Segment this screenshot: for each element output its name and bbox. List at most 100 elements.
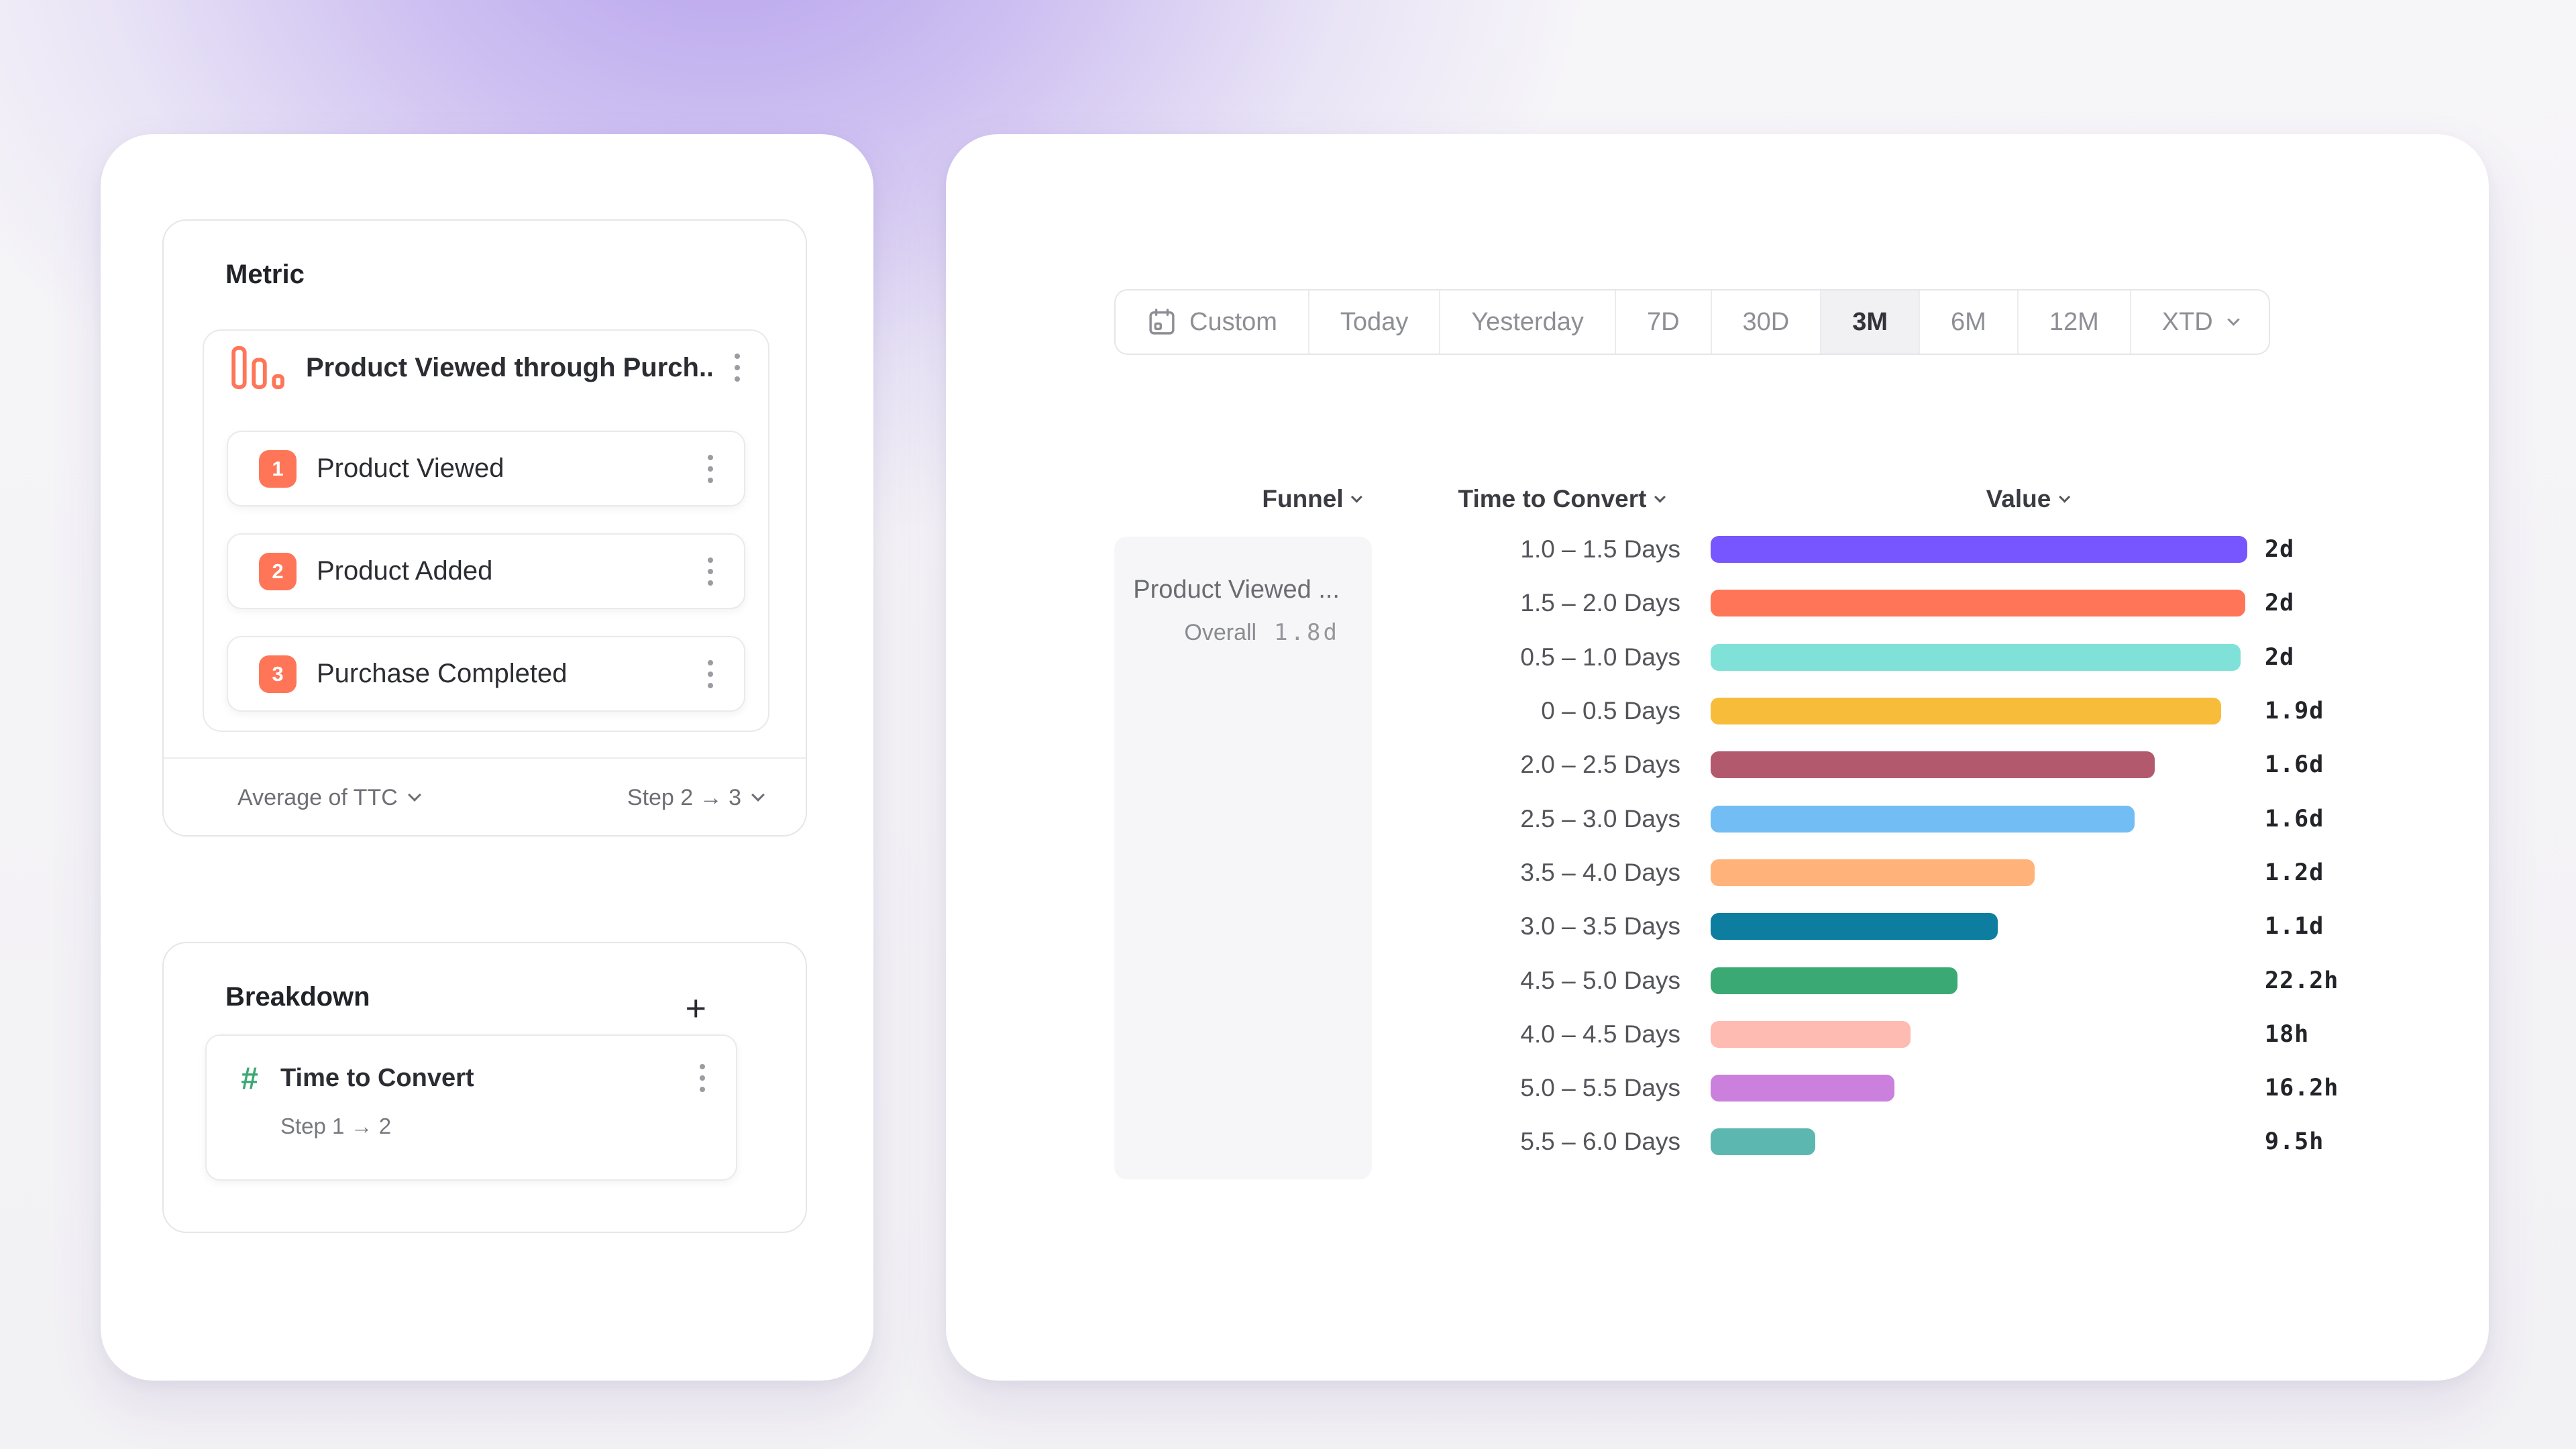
overall-label: Overall bbox=[1184, 620, 1257, 645]
bar-track bbox=[1711, 751, 2247, 779]
date-option-30d[interactable]: 30D bbox=[1710, 290, 1821, 354]
hash-icon: # bbox=[241, 1061, 258, 1095]
metric-title-row[interactable]: Product Viewed through Purch... bbox=[204, 331, 768, 405]
bar[interactable] bbox=[1711, 1128, 1815, 1156]
bar-chart: 1.0 – 1.5 Days 2d 1.5 – 2.0 Days 2d 0.5 – 1.… bbox=[946, 523, 2489, 1169]
date-option-custom[interactable]: Custom bbox=[1116, 290, 1308, 354]
bar[interactable] bbox=[1711, 536, 2247, 564]
query-builder-panel: Metric Product Viewed through Purch... 1… bbox=[101, 134, 873, 1381]
value-label: 1.6d bbox=[2265, 751, 2324, 779]
aggregation-dropdown[interactable]: Average of TTC bbox=[237, 784, 421, 811]
bar[interactable] bbox=[1711, 1020, 1911, 1048]
date-option-6m[interactable]: 6M bbox=[1919, 290, 2017, 354]
category-label: 3.5 – 4.0 Days bbox=[1520, 858, 1680, 886]
date-option-label: Today bbox=[1340, 307, 1409, 336]
chevron-down-icon bbox=[1351, 491, 1363, 503]
category-label: 2.5 – 3.0 Days bbox=[1520, 804, 1680, 833]
kebab-menu-icon[interactable] bbox=[729, 348, 745, 387]
value-label: 18h bbox=[2265, 1020, 2310, 1048]
chart-row: 4.5 – 5.0 Days 22.2h bbox=[946, 953, 2489, 1007]
date-option-3m[interactable]: 3M bbox=[1820, 290, 1919, 354]
metric-step-row[interactable]: 3 Purchase Completed bbox=[227, 636, 745, 712]
add-breakdown-button[interactable]: + bbox=[685, 988, 706, 1028]
chart-row: 0 – 0.5 Days 1.9d bbox=[946, 684, 2489, 738]
date-option-label: 12M bbox=[2049, 307, 2099, 336]
breakdown-section: Breakdown + # Time to Convert Step 1 → 2 bbox=[162, 942, 807, 1233]
column-header-value[interactable]: Value bbox=[1986, 485, 2070, 513]
breakdown-item-label: Time to Convert bbox=[280, 1063, 474, 1092]
date-option-label: XTD bbox=[2161, 307, 2213, 336]
metric-footer: Average of TTC Step 2 → 3 bbox=[164, 759, 806, 837]
metric-step-row[interactable]: 2 Product Added bbox=[227, 533, 745, 609]
step-range-dropdown[interactable]: Step 2 → 3 bbox=[627, 785, 765, 811]
kebab-menu-icon[interactable] bbox=[702, 449, 718, 488]
chart-row: 3.0 – 3.5 Days 1.1d bbox=[946, 900, 2489, 953]
bar[interactable] bbox=[1711, 967, 1957, 994]
breakdown-item[interactable]: # Time to Convert Step 1 → 2 bbox=[205, 1034, 737, 1181]
date-option-label: Custom bbox=[1189, 307, 1277, 336]
value-label: 1.1d bbox=[2265, 913, 2324, 941]
chart-row: 3.5 – 4.0 Days 1.2d bbox=[946, 846, 2489, 900]
divider bbox=[164, 757, 806, 759]
chart-row: 5.5 – 6.0 Days 9.5h bbox=[946, 1115, 2489, 1169]
bar[interactable] bbox=[1711, 643, 2241, 671]
step-number-badge: 1 bbox=[259, 449, 297, 488]
chart-row: 2.0 – 2.5 Days 1.6d bbox=[946, 738, 2489, 792]
category-label: 5.5 – 6.0 Days bbox=[1520, 1128, 1680, 1156]
value-label: 22.2h bbox=[2265, 967, 2339, 994]
value-label: 2d bbox=[2265, 536, 2295, 564]
value-label: 2d bbox=[2265, 643, 2295, 671]
value-label: 2d bbox=[2265, 590, 2295, 617]
metric-step-row[interactable]: 1 Product Viewed bbox=[227, 431, 745, 506]
bar[interactable] bbox=[1711, 913, 1998, 941]
bar[interactable] bbox=[1711, 805, 2135, 833]
category-label: 4.0 – 4.5 Days bbox=[1520, 1020, 1680, 1048]
date-option-12m[interactable]: 12M bbox=[2017, 290, 2130, 354]
chevron-down-icon bbox=[751, 788, 765, 802]
bar[interactable] bbox=[1711, 751, 2155, 779]
date-option-label: 7D bbox=[1646, 307, 1680, 336]
step-number-badge: 3 bbox=[259, 655, 297, 693]
column-header-time-to-convert[interactable]: Time to Convert bbox=[1458, 485, 1666, 513]
date-option-xtd[interactable]: XTD bbox=[2129, 290, 2269, 354]
bar-track bbox=[1711, 913, 2247, 941]
value-label: 16.2h bbox=[2265, 1075, 2339, 1102]
funnel-name: Product Viewed ... bbox=[1133, 576, 1340, 604]
kebab-menu-icon[interactable] bbox=[702, 655, 718, 694]
kebab-menu-icon[interactable] bbox=[702, 552, 718, 591]
step-number-badge: 2 bbox=[259, 552, 297, 590]
metric-name: Product Viewed through Purch... bbox=[306, 352, 712, 382]
kebab-menu-icon[interactable] bbox=[694, 1059, 710, 1097]
bar-track bbox=[1711, 967, 2247, 994]
column-header-funnel[interactable]: Funnel bbox=[1262, 485, 1363, 513]
bar[interactable] bbox=[1711, 590, 2245, 617]
step-label: Product Viewed bbox=[317, 453, 504, 483]
date-option-label: 30D bbox=[1742, 307, 1790, 336]
date-option-7d[interactable]: 7D bbox=[1614, 290, 1711, 354]
funnel-metric-group: Product Viewed through Purch... 1 Product… bbox=[203, 329, 769, 732]
chart-row: 2.5 – 3.0 Days 1.6d bbox=[946, 792, 2489, 845]
metric-section: Metric Product Viewed through Purch... 1… bbox=[162, 219, 807, 837]
chart-row: 0.5 – 1.0 Days 2d bbox=[946, 631, 2489, 684]
overall-value: 1.8d bbox=[1274, 619, 1340, 646]
category-label: 1.5 – 2.0 Days bbox=[1520, 589, 1680, 617]
date-option-yesterday[interactable]: Yesterday bbox=[1439, 290, 1615, 354]
breakdown-section-title: Breakdown bbox=[225, 982, 370, 1012]
chart-row: 1.5 – 2.0 Days 2d bbox=[946, 576, 2489, 630]
bar[interactable] bbox=[1711, 1075, 1895, 1102]
report-panel: Custom Today Yesterday 7D 30D 3M 6M 12M XTD Funn… bbox=[946, 134, 2489, 1381]
chart-row: 4.0 – 4.5 Days 18h bbox=[946, 1008, 2489, 1061]
category-label: 4.5 – 5.0 Days bbox=[1520, 966, 1680, 994]
date-option-today[interactable]: Today bbox=[1307, 290, 1439, 354]
column-header-label: Value bbox=[1986, 485, 2051, 513]
date-range-picker: Custom Today Yesterday 7D 30D 3M 6M 12M XTD bbox=[1114, 289, 2270, 355]
chevron-down-icon bbox=[2058, 491, 2070, 503]
category-label: 1.0 – 1.5 Days bbox=[1520, 535, 1680, 564]
bar[interactable] bbox=[1711, 859, 2035, 886]
bar[interactable] bbox=[1711, 698, 2221, 725]
category-label: 0.5 – 1.0 Days bbox=[1520, 643, 1680, 671]
aggregation-label: Average of TTC bbox=[237, 784, 398, 810]
bar-track bbox=[1711, 1075, 2247, 1102]
bar-track bbox=[1711, 1128, 2247, 1156]
